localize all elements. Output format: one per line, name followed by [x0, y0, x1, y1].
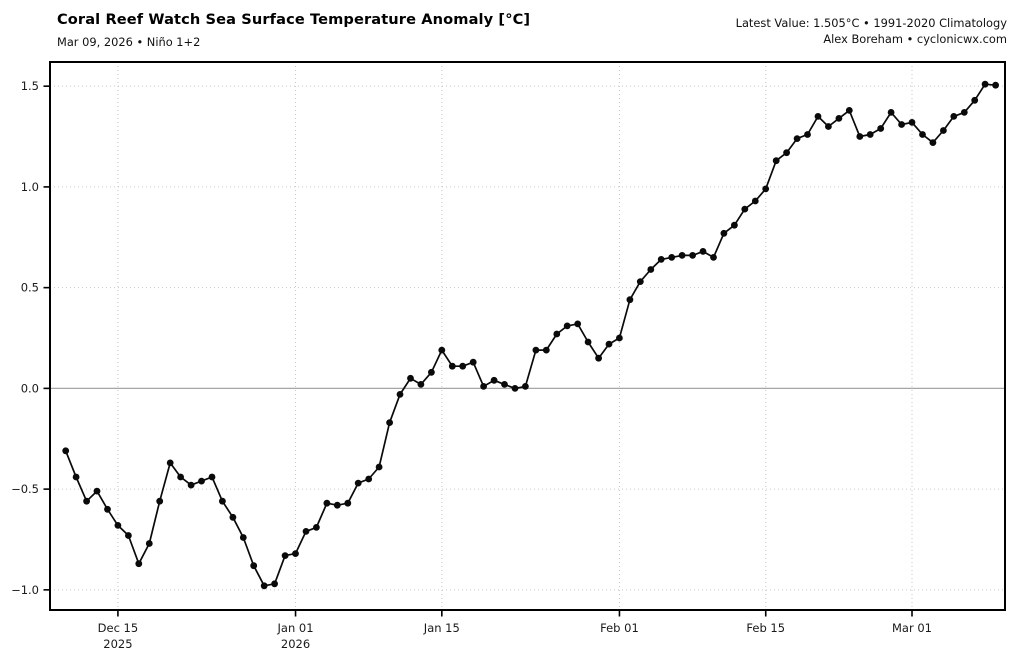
x-tick-label: Mar 01 [892, 621, 932, 635]
chart-subtitle: Mar 09, 2026 • Niño 1+2 [57, 35, 201, 49]
anomaly-series-markers [62, 80, 999, 590]
y-tick-label: 0.0 [21, 381, 39, 395]
y-tick-label: −0.5 [11, 482, 39, 496]
x-tick-label: Jan 01 [277, 621, 314, 635]
credits-block: Latest Value: 1.505°C • 1991-2020 Climat… [736, 15, 1007, 47]
y-tick-label: 1.0 [21, 180, 39, 194]
axis-ticks [43, 85, 913, 617]
gridlines [50, 62, 1005, 610]
x-tick-year-label: 2025 [103, 637, 132, 651]
y-tick-label: 1.5 [21, 79, 39, 93]
author-credit: Alex Boreham • cyclonicwx.com [823, 32, 1007, 46]
anomaly-series-line [64, 83, 996, 587]
x-tick-year-label: 2026 [281, 637, 310, 651]
latest-value-label: Latest Value: 1.505°C • 1991-2020 Climat… [735, 16, 1007, 30]
y-tick-label: −1.0 [11, 583, 39, 597]
x-tick-label: Dec 15 [98, 621, 139, 635]
y-tick-label: 0.5 [21, 281, 39, 295]
axes-frame [49, 61, 1006, 611]
axis-tick-labels: 1.5 1.0 0.5 0.0 −0.5 −1.0 Dec 15 2025 Jan 01 2026… [11, 79, 932, 651]
x-tick-label: Jan 15 [423, 621, 460, 635]
x-tick-label: Feb 15 [746, 621, 785, 635]
chart-title: Coral Reef Watch Sea Surface Temperature… [57, 11, 531, 28]
x-tick-label: Feb 01 [600, 621, 639, 635]
